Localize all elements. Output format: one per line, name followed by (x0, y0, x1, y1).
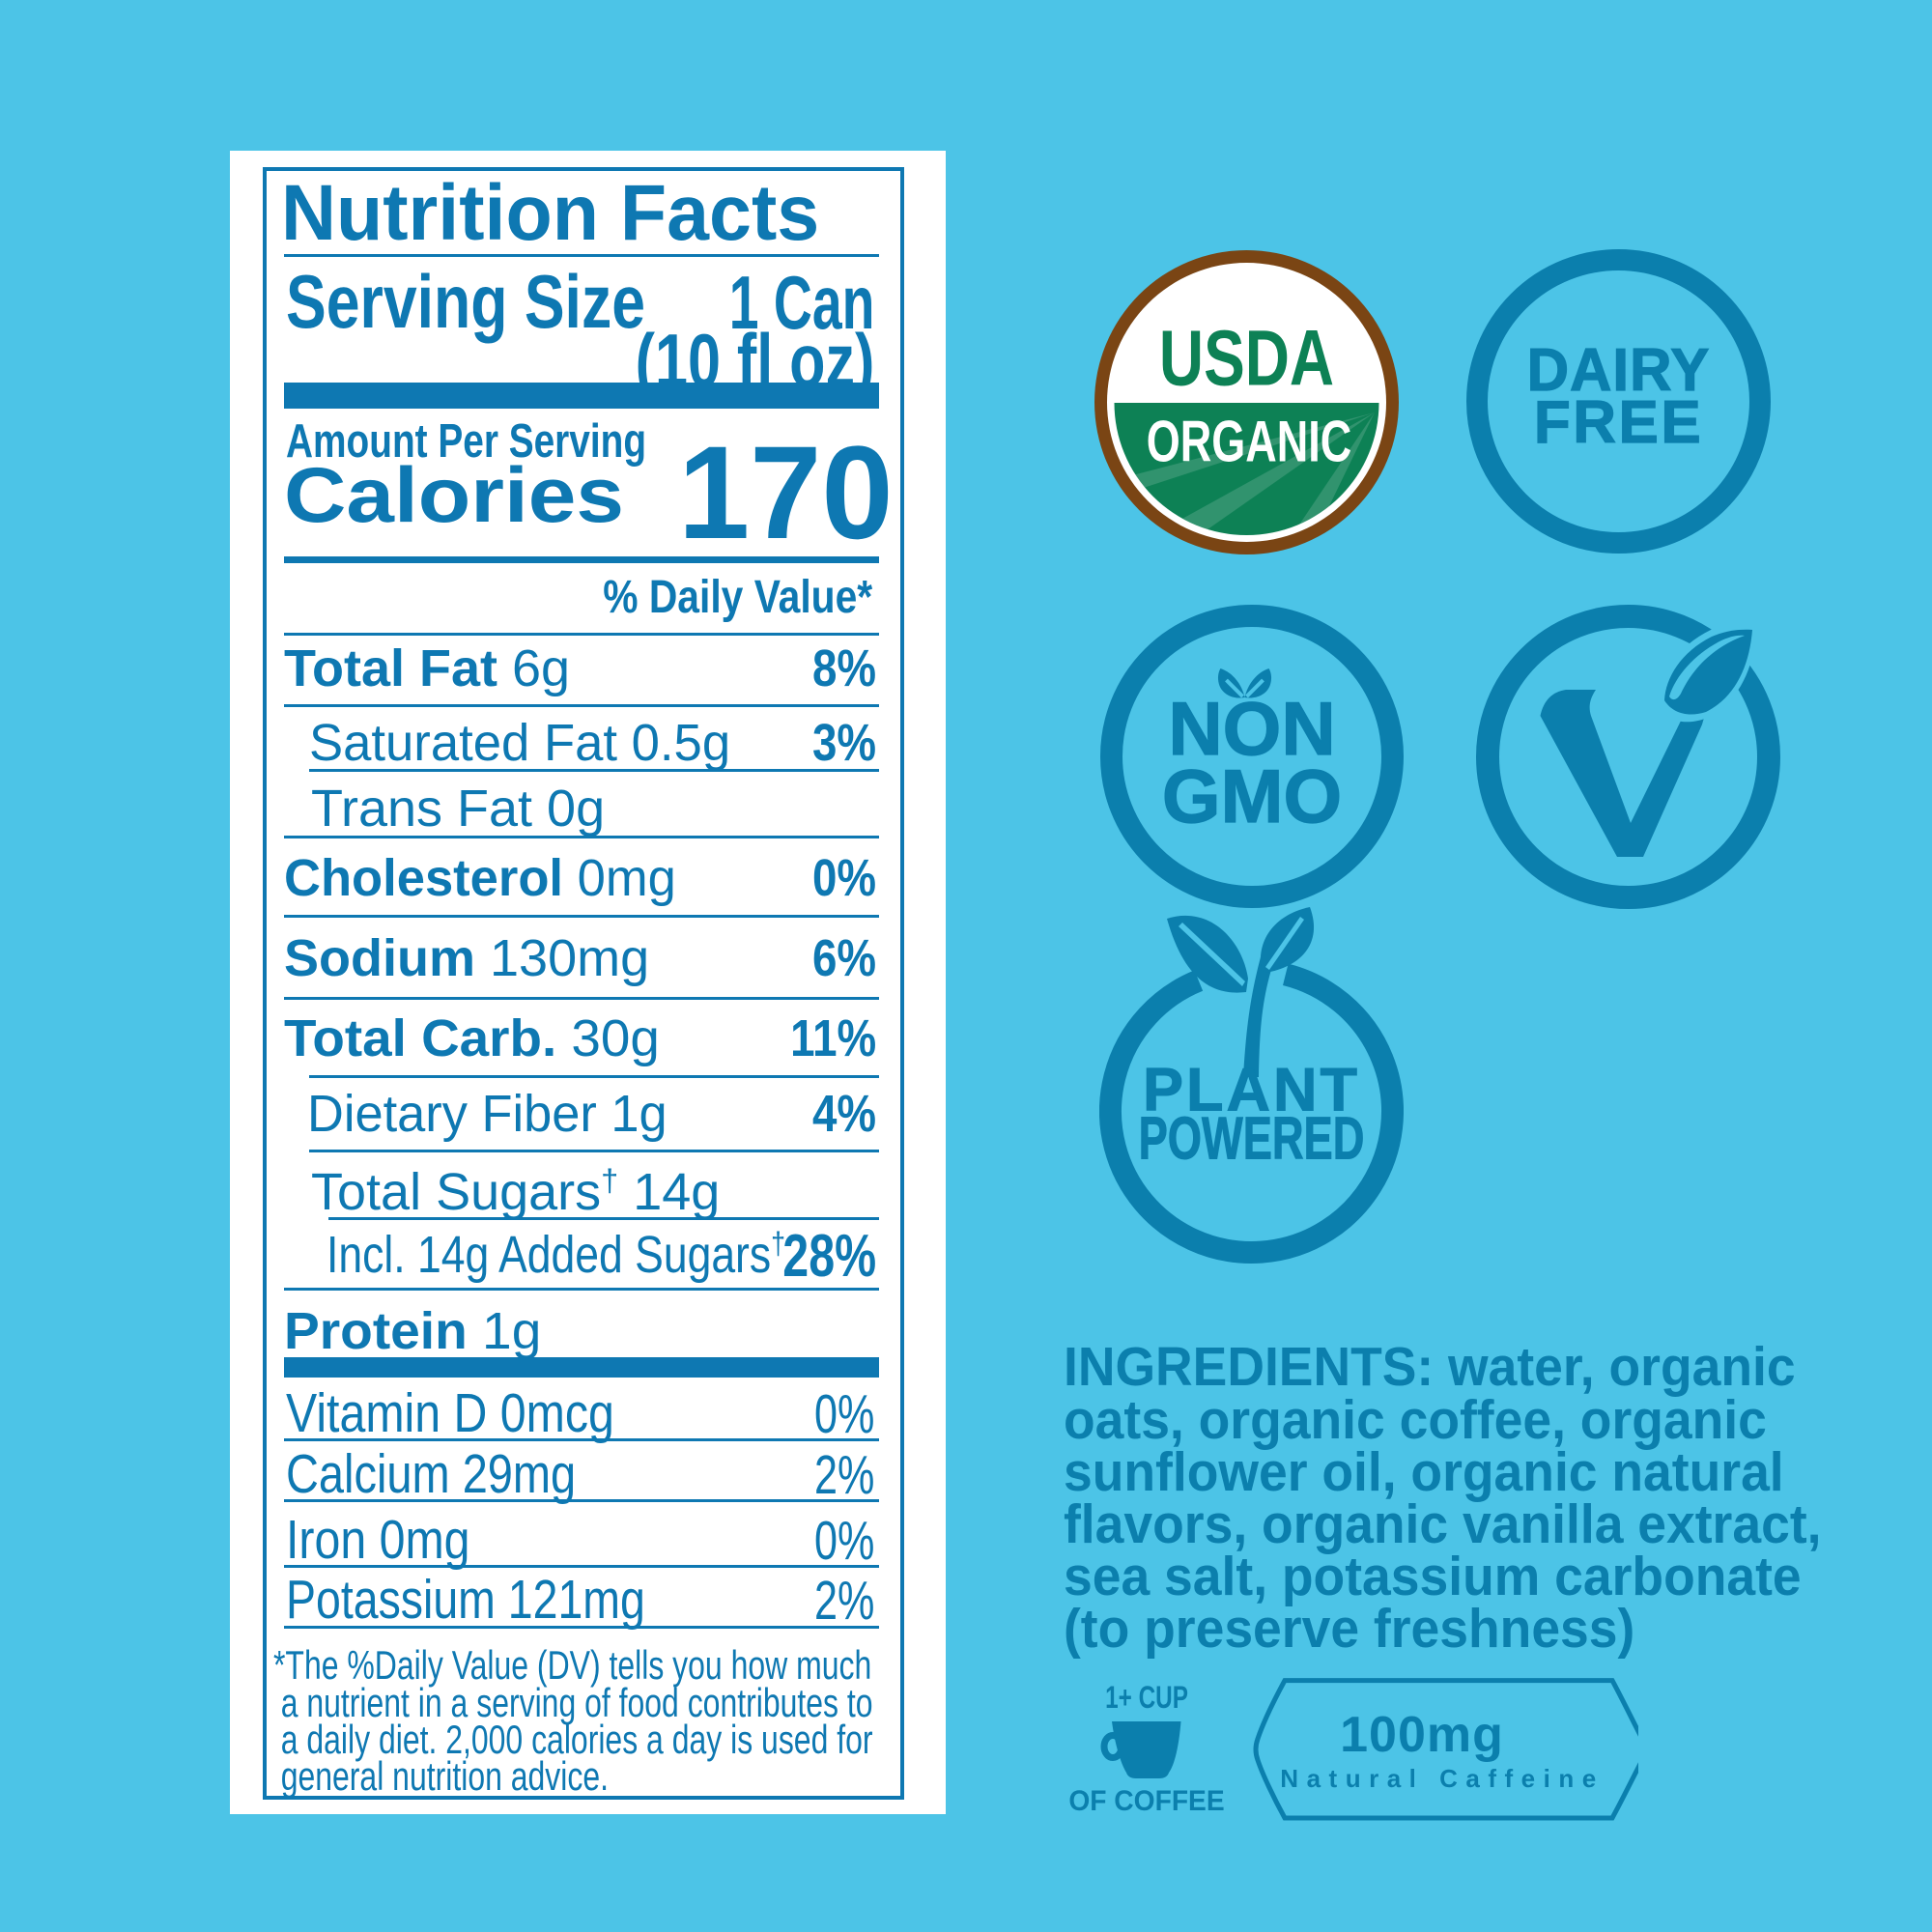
svg-text:POWERED: POWERED (1139, 1104, 1365, 1172)
svg-text:DAIRY: DAIRY (1527, 336, 1711, 403)
svg-text:PLANT: PLANT (1143, 1056, 1360, 1123)
svg-text:FREE: FREE (1534, 389, 1703, 456)
svg-text:ORGANIC: ORGANIC (1147, 410, 1351, 474)
svg-text:100mg: 100mg (1340, 1707, 1504, 1763)
svg-text:Natural Caffeine: Natural Caffeine (1280, 1764, 1604, 1793)
svg-text:USDA: USDA (1159, 312, 1334, 402)
svg-text:NON: NON (1168, 686, 1335, 771)
svg-text:GMO: GMO (1161, 753, 1341, 838)
